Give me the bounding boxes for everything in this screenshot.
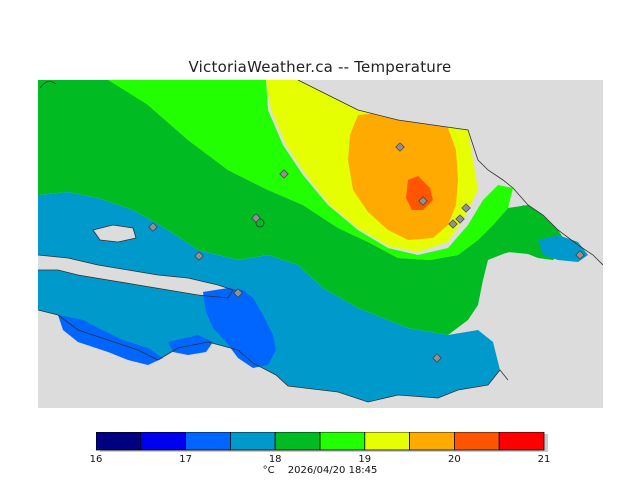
station-marker	[148, 222, 158, 232]
color-scale-step	[498, 432, 545, 451]
temperature-color-scale	[96, 432, 552, 454]
inlet	[38, 255, 233, 298]
outside-south	[38, 310, 508, 408]
color-scale-tick-label: 21	[537, 454, 551, 465]
station-marker	[395, 142, 405, 152]
station-marker	[461, 203, 471, 213]
station-marker	[455, 214, 465, 224]
station-marker	[448, 219, 458, 229]
color-scale-step	[409, 432, 455, 451]
station-marker	[418, 196, 428, 206]
band-19-5-20	[348, 112, 458, 240]
color-scale-step	[319, 432, 366, 451]
color-scale-tick-label: 19	[358, 454, 372, 465]
color-scale-step	[185, 432, 231, 451]
legend-caption: °C 2026/04/20 18:45	[0, 465, 640, 476]
station-marker	[194, 251, 204, 261]
band-17-17-5-c	[168, 335, 213, 355]
color-scale-tick-label: 18	[268, 454, 282, 465]
color-scale-step	[96, 432, 142, 451]
color-scale-step	[274, 432, 321, 451]
station-marker	[432, 353, 442, 363]
band-18-18-5	[38, 80, 553, 335]
station-marker	[233, 288, 243, 298]
east-point	[538, 235, 588, 262]
station-markers	[148, 142, 585, 363]
color-scale-step	[453, 432, 500, 451]
band-17-5-18	[38, 192, 500, 402]
color-scale-tick-label: 16	[89, 454, 103, 465]
small-basin	[93, 225, 136, 242]
band-18-5-19	[108, 80, 513, 260]
unit-label: °C	[262, 465, 275, 476]
outside-north	[298, 80, 603, 408]
temperature-map	[38, 80, 603, 408]
color-scale-step	[364, 432, 410, 451]
station-marker	[575, 250, 585, 260]
band-17-17-5-a	[58, 315, 163, 365]
color-scale-step	[229, 432, 276, 451]
timestamp: 2026/04/20 18:45	[287, 465, 378, 476]
color-scale-tick-label: 20	[448, 454, 461, 465]
color-scale-step	[140, 432, 186, 451]
color-scale-tick-label: 17	[179, 454, 192, 465]
band-17-17-5-b	[203, 288, 276, 368]
coastline	[38, 80, 603, 403]
station-marker	[251, 213, 261, 223]
map-title: VictoriaWeather.ca -- Temperature	[188, 58, 452, 76]
station-marker	[279, 169, 289, 179]
